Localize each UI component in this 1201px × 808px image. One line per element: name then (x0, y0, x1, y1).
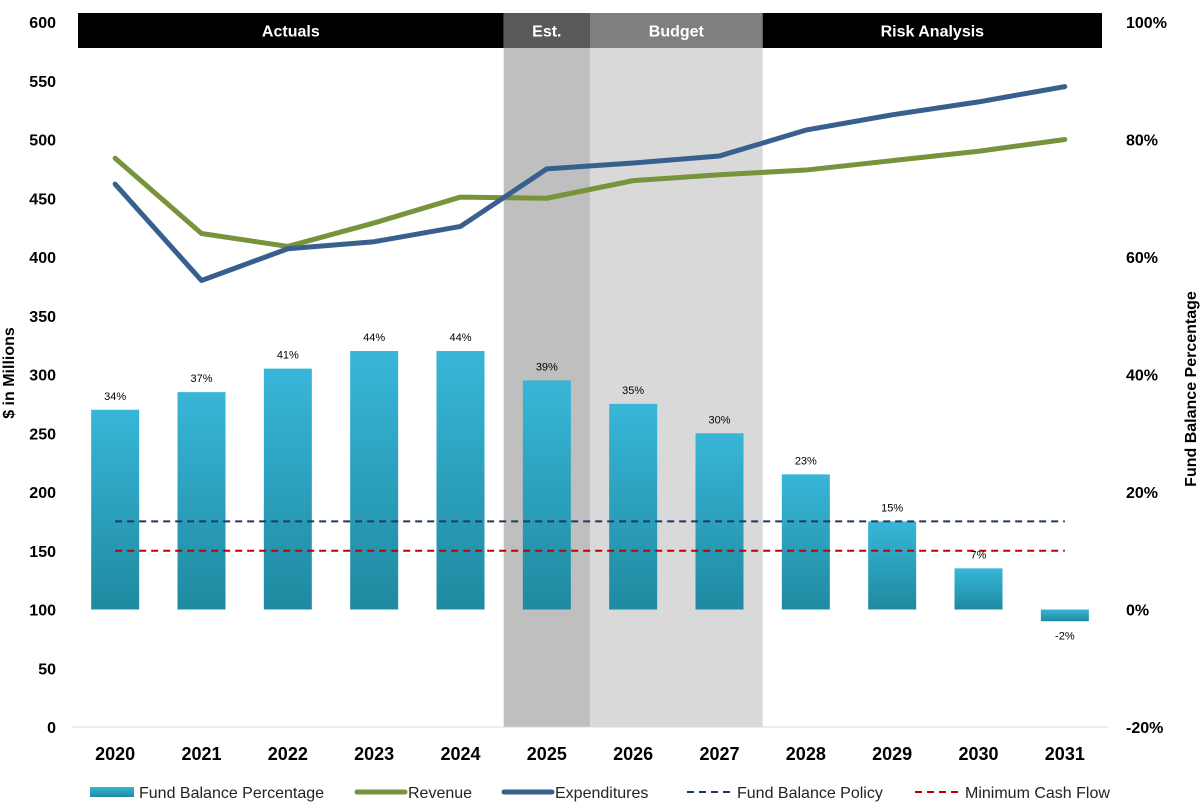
legend-label: Revenue (408, 785, 472, 802)
period-header-3 (762, 13, 1102, 48)
y-left-tick-label: 450 (29, 191, 56, 208)
y-right-tick-label: 40% (1126, 368, 1158, 385)
period-header-0 (78, 13, 504, 48)
x-tick-label: 2025 (527, 744, 567, 764)
legend-label: Fund Balance Percentage (139, 785, 324, 802)
x-tick-label: 2031 (1045, 744, 1085, 764)
bar-data-label: 34% (104, 391, 126, 403)
y-left-tick-label: 50 (38, 661, 56, 678)
bar-2024 (436, 351, 485, 610)
y-left-tick-label: 300 (29, 368, 56, 385)
x-tick-label: 2021 (181, 744, 221, 764)
x-tick-label: 2029 (872, 744, 912, 764)
y-right-tick-label: -20% (1126, 720, 1163, 737)
bar-2029 (868, 521, 917, 610)
y-left-tick-label: 550 (29, 74, 56, 91)
y-left-tick-label: 350 (29, 309, 56, 326)
line-revenue (112, 137, 1068, 249)
y-left-tick-label: 200 (29, 485, 56, 502)
line-expenditures (112, 84, 1068, 283)
legend: Fund Balance Percentage Revenue Expenditur… (90, 785, 1110, 802)
x-tick-label: 2020 (95, 744, 135, 764)
bar-2022 (263, 368, 312, 610)
y-left-axis-title: $ in Millions (1, 327, 18, 419)
period-header-label: Actuals (262, 24, 320, 41)
period-header-2 (590, 13, 763, 48)
y-left-tick-label: 250 (29, 426, 56, 443)
data-labels: 34% 37% 41% 44% 44% 39% 35% 30% 23% 15% 7% -2% (104, 332, 1075, 642)
x-tick-label: 2022 (268, 744, 308, 764)
y-right-tick-label: 20% (1126, 485, 1158, 502)
axes: 0 50 100 150 200 250 300 350 400 450 500 550 600 -20%… (1, 15, 1200, 764)
bar-2028 (781, 474, 830, 610)
bar-data-label: 41% (277, 350, 299, 362)
bar-data-label: 23% (795, 455, 817, 467)
bar-data-label: 7% (971, 549, 987, 561)
reference-lines (115, 520, 1065, 552)
band-budget (590, 13, 763, 727)
x-tick-label: 2028 (786, 744, 826, 764)
x-tick-label: 2024 (440, 744, 480, 764)
legend-label: Expenditures (555, 785, 648, 802)
x-tick-label: 2027 (699, 744, 739, 764)
bar-2020 (91, 409, 140, 610)
y-left-tick-label: 100 (29, 603, 56, 620)
bar-data-label: 39% (536, 361, 558, 373)
bar-2021 (177, 392, 226, 610)
bar-2031 (1040, 609, 1089, 622)
bar-data-label: -2% (1055, 630, 1075, 642)
bar-2025 (522, 380, 571, 610)
y-left-tick-label: 150 (29, 544, 56, 561)
y-right-tick-label: 100% (1126, 15, 1167, 32)
y-left-tick-label: 0 (47, 720, 56, 737)
y-left-tick-label: 500 (29, 133, 56, 150)
x-tick-label: 2030 (958, 744, 998, 764)
fund-balance-bars (91, 351, 1089, 622)
x-tick-label: 2026 (613, 744, 653, 764)
bar-data-label: 44% (449, 332, 471, 344)
y-left-tick-label: 600 (29, 15, 56, 32)
legend-label: Fund Balance Policy (737, 785, 883, 802)
bar-data-label: 44% (363, 332, 385, 344)
y-right-axis-title: Fund Balance Percentage (1183, 291, 1200, 487)
period-headers: Actuals Est. Budget Risk Analysis (78, 13, 1102, 48)
bar-data-label: 30% (708, 414, 730, 426)
period-header-label: Risk Analysis (881, 24, 985, 41)
bar-data-label: 37% (190, 373, 212, 385)
y-right-tick-label: 60% (1126, 250, 1158, 267)
legend-label: Minimum Cash Flow (965, 785, 1110, 802)
bar-data-label: 15% (881, 502, 903, 514)
bar-data-label: 35% (622, 385, 644, 397)
legend-swatch-bar (90, 787, 134, 797)
bar-2023 (350, 351, 399, 610)
y-right-tick-label: 80% (1126, 133, 1158, 150)
x-tick-label: 2023 (354, 744, 394, 764)
bar-2026 (609, 403, 658, 610)
period-header-label: Est. (532, 24, 561, 41)
period-header-1 (503, 13, 590, 48)
y-left-tick-label: 400 (29, 250, 56, 267)
period-header-label: Budget (649, 24, 705, 41)
line-series (112, 84, 1068, 283)
y-right-tick-label: 0% (1126, 603, 1149, 620)
bar-2030 (954, 568, 1003, 610)
